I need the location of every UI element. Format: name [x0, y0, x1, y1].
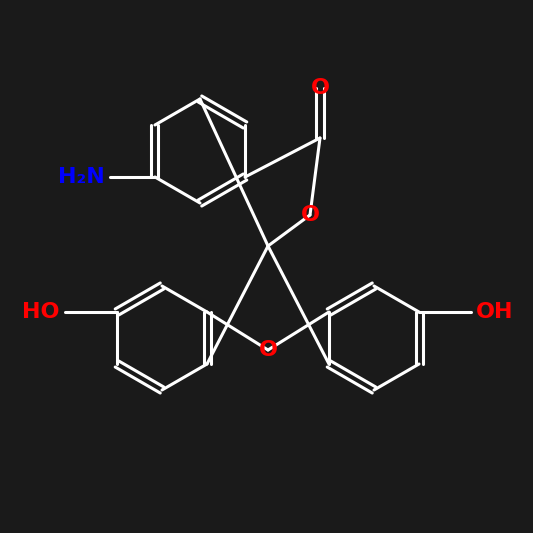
Text: OH: OH: [476, 302, 513, 322]
Text: HO: HO: [22, 302, 60, 322]
Text: O: O: [311, 78, 329, 98]
Text: O: O: [301, 205, 319, 225]
Text: O: O: [259, 340, 278, 360]
Text: H₂N: H₂N: [58, 167, 105, 187]
